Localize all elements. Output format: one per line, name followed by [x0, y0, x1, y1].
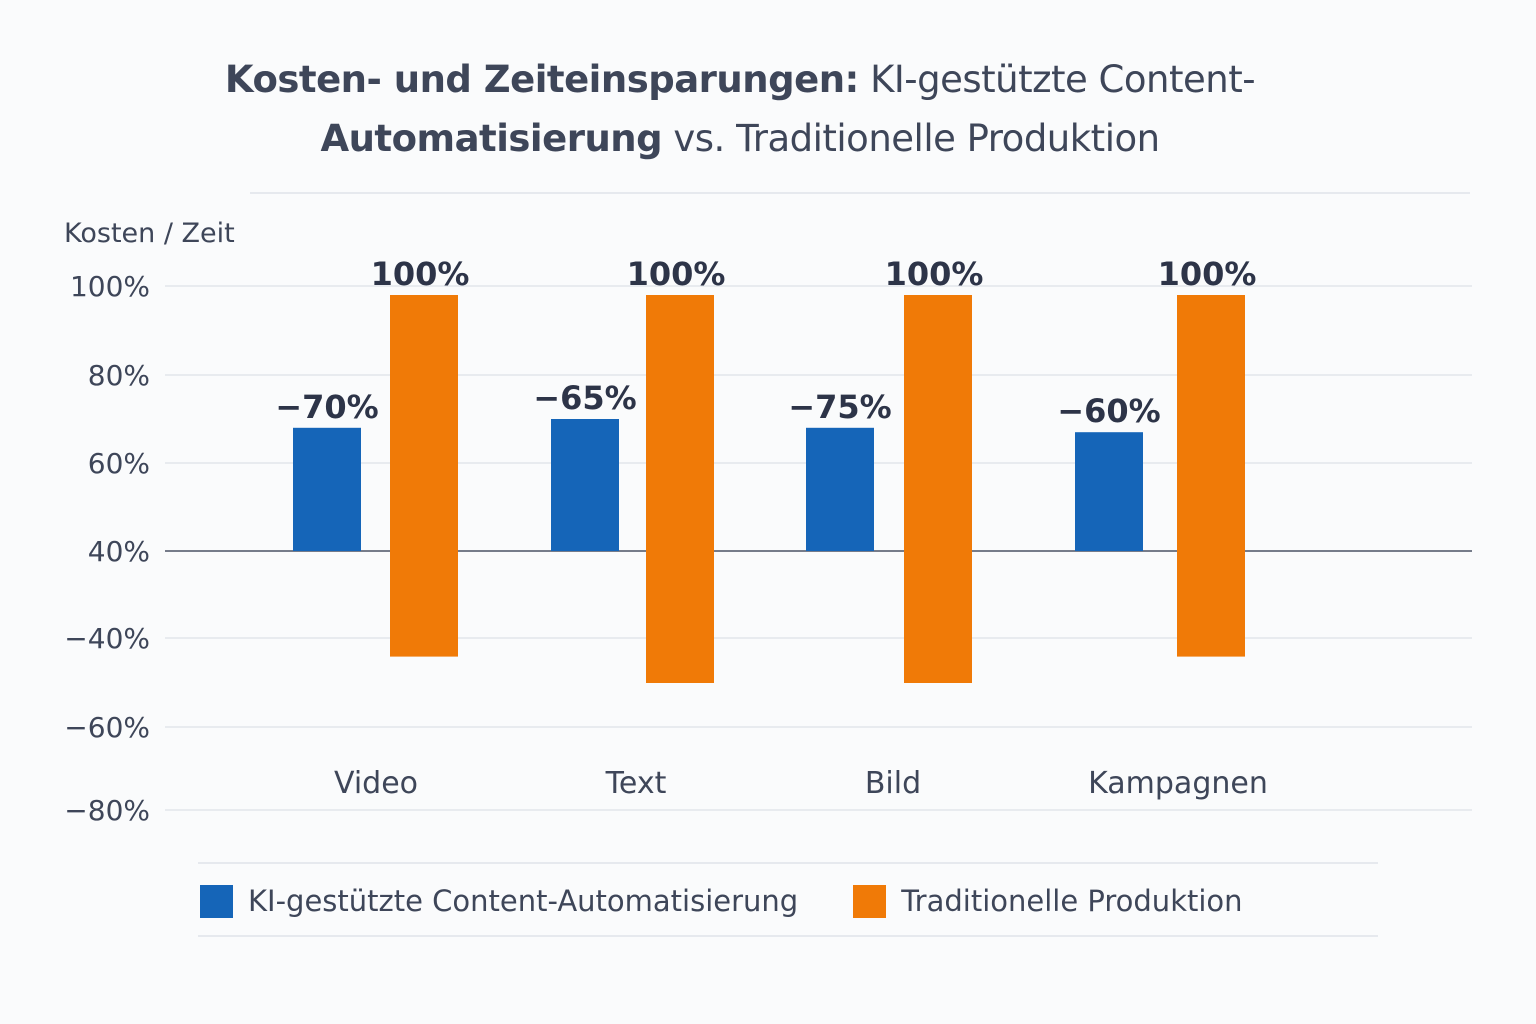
- y-tick-label: −40%: [64, 622, 150, 655]
- data-label-ki: −65%: [533, 379, 636, 417]
- bar-traditionell: [390, 295, 458, 657]
- chart-title-line-1: Kosten- und Zeiteinsparungen: KI-gestütz…: [224, 58, 1256, 101]
- data-label-traditionell: 100%: [627, 255, 726, 293]
- title-divider: [250, 192, 1470, 194]
- legend-divider-top: [198, 862, 1378, 864]
- data-label-traditionell: 100%: [885, 255, 984, 293]
- legend-swatch: [200, 884, 233, 918]
- legend-divider-bottom: [198, 935, 1378, 937]
- legend-item: Traditionelle Produktion: [853, 884, 1243, 918]
- bar-traditionell: [904, 295, 972, 683]
- data-label-ki: −60%: [1057, 392, 1160, 430]
- bar-traditionell: [646, 295, 714, 683]
- bar-ki: [551, 419, 619, 551]
- x-tick-label: Text: [605, 766, 667, 801]
- y-tick-label: 80%: [88, 359, 150, 392]
- legend: KI-gestützte Content-Automatisierung Trad…: [200, 876, 1298, 926]
- legend-item: KI-gestützte Content-Automatisierung: [200, 884, 798, 918]
- y-tick-label: −60%: [64, 711, 150, 744]
- x-tick-label: Video: [334, 766, 418, 801]
- bar-ki: [806, 427, 874, 551]
- legend-label: KI-gestützte Content-Automatisierung: [248, 884, 799, 918]
- y-axis-label: Kosten / Zeit: [64, 218, 235, 249]
- data-label-ki: −70%: [275, 388, 378, 426]
- y-tick-label: 40%: [88, 535, 150, 568]
- data-label-traditionell: 100%: [1158, 255, 1257, 293]
- y-tick-label: 60%: [88, 447, 150, 480]
- chart-title-line-2: Automatisierung vs. Traditionelle Produk…: [320, 117, 1160, 160]
- bar-traditionell: [1177, 295, 1245, 657]
- legend-label: Traditionelle Produktion: [901, 884, 1243, 918]
- x-tick-label: Bild: [865, 766, 921, 801]
- y-tick-label: 100%: [70, 270, 150, 303]
- y-tick-label: −80%: [64, 794, 150, 827]
- data-label-ki: −75%: [788, 388, 891, 426]
- data-label-traditionell: 100%: [371, 255, 470, 293]
- bar-ki: [1075, 432, 1143, 551]
- bar-ki: [293, 427, 361, 551]
- x-tick-label: Kampagnen: [1088, 766, 1268, 801]
- legend-swatch: [853, 884, 887, 918]
